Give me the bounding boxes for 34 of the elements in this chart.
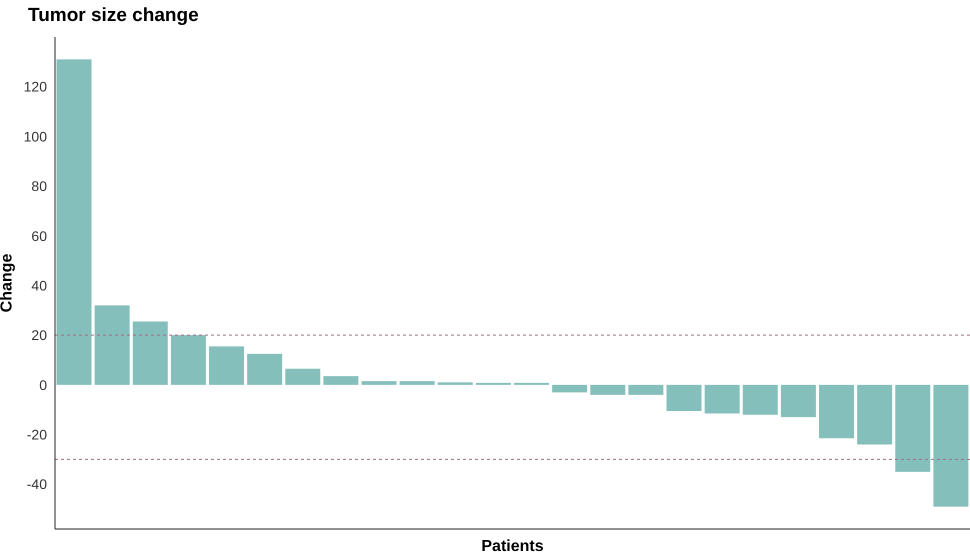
x-axis-title: Patients — [481, 538, 544, 553]
bar — [819, 384, 854, 438]
bar — [285, 368, 320, 385]
bar — [170, 335, 206, 385]
y-axis-title: Change — [0, 254, 16, 312]
bar — [362, 381, 397, 385]
y-tick-label: 40 — [31, 277, 48, 294]
bar — [933, 384, 968, 507]
bar — [323, 376, 358, 385]
y-tick-label: 20 — [31, 327, 48, 344]
bar — [857, 384, 892, 445]
y-tick-label: 100 — [24, 128, 48, 144]
bar — [132, 322, 168, 385]
bar — [400, 381, 435, 385]
y-tick-label: 120 — [24, 78, 48, 95]
bar — [628, 384, 664, 395]
bar — [94, 305, 130, 385]
bar — [704, 384, 740, 414]
bar — [742, 384, 778, 415]
bar — [552, 384, 588, 392]
bar — [438, 382, 473, 385]
bar — [780, 384, 816, 418]
y-tick-label: 80 — [31, 178, 48, 194]
bar — [56, 59, 92, 385]
bar — [666, 384, 702, 411]
y-tick-label: -40 — [26, 476, 48, 492]
y-tick-label: 0 — [39, 376, 48, 393]
y-tick-label: 60 — [31, 228, 48, 244]
bar — [590, 384, 626, 395]
chart-title: Tumor size change — [28, 5, 199, 27]
bar — [209, 346, 244, 385]
bar — [895, 384, 930, 472]
y-tick-label: -20 — [26, 426, 48, 443]
bar — [247, 354, 282, 385]
